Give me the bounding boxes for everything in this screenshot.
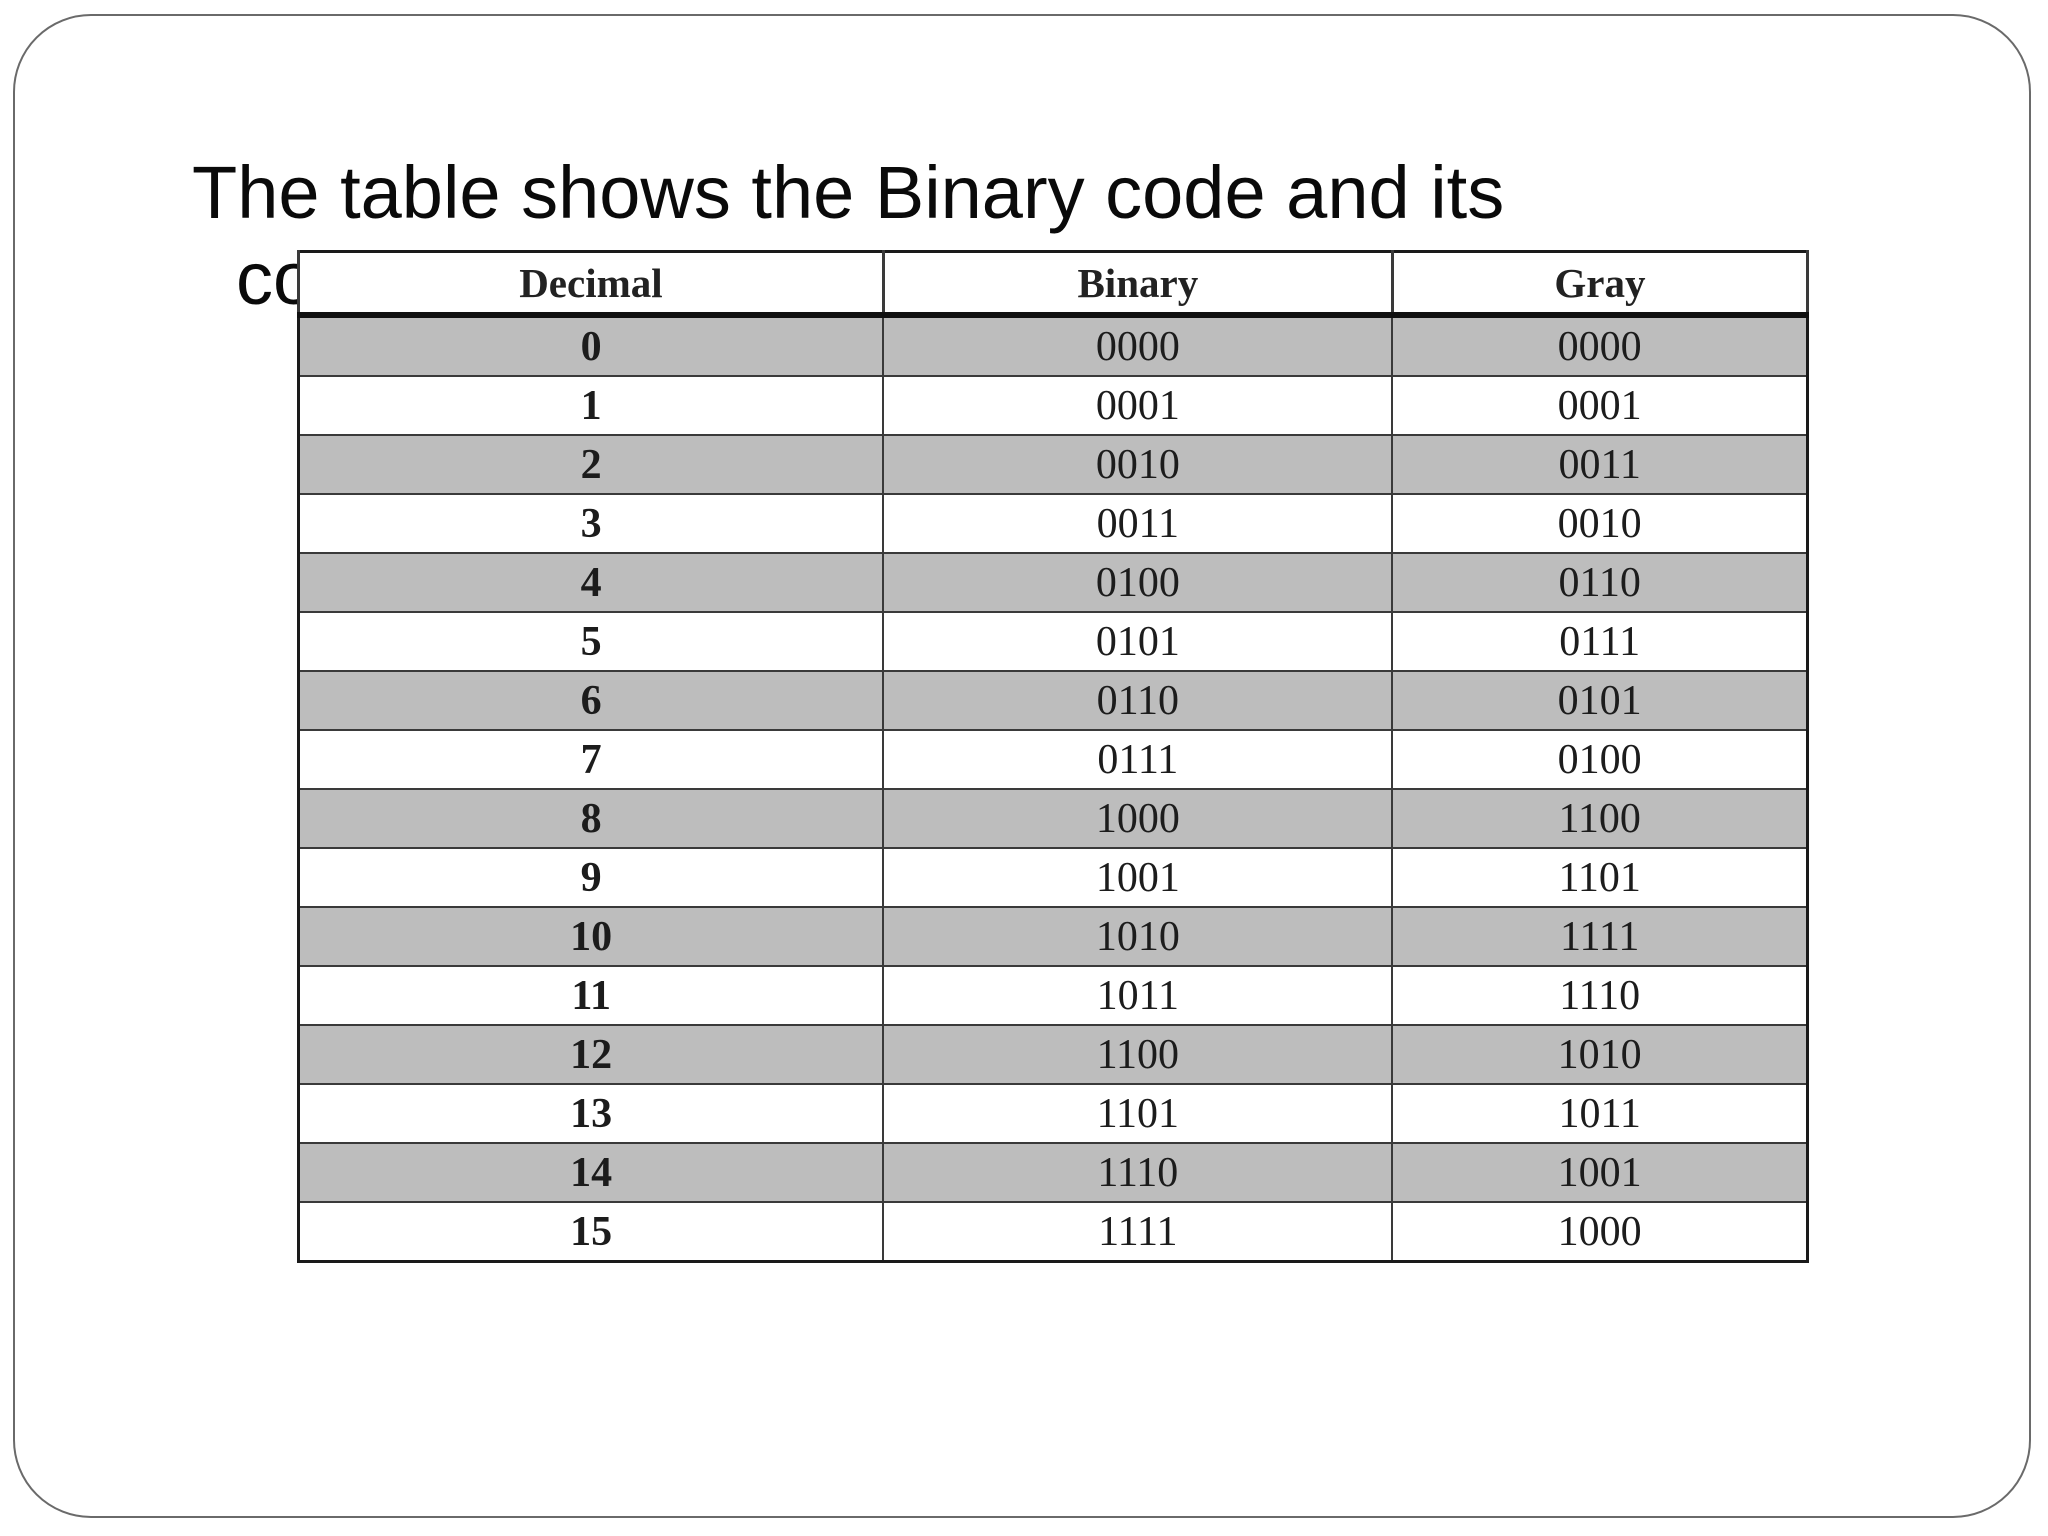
cell-binary: 1111 <box>882 1201 1394 1263</box>
cell-decimal: 5 <box>297 611 885 672</box>
cell-binary: 0010 <box>882 434 1394 495</box>
cell-gray: 1001 <box>1391 1142 1809 1203</box>
cell-binary: 1001 <box>882 847 1394 908</box>
table-row: 1 0001 0001 <box>297 375 1809 436</box>
cell-gray: 0001 <box>1391 375 1809 436</box>
table-header-row: Decimal Binary Gray <box>297 251 1810 318</box>
table-row: 5 0101 0111 <box>297 611 1809 672</box>
cell-binary: 0100 <box>882 552 1394 613</box>
cell-decimal: 0 <box>297 314 885 377</box>
table-row: 11 1011 1110 <box>297 965 1809 1026</box>
cell-gray: 1101 <box>1391 847 1809 908</box>
cell-binary: 1000 <box>882 788 1394 849</box>
cell-decimal: 13 <box>297 1083 885 1144</box>
cell-decimal: 9 <box>297 847 885 908</box>
cell-gray: 0011 <box>1391 434 1809 495</box>
cell-decimal: 10 <box>297 906 885 967</box>
binary-gray-table: Decimal Binary Gray 0 0000 0000 1 0001 0001 2 0… <box>297 250 1810 1263</box>
cell-binary: 1011 <box>882 965 1394 1026</box>
cell-binary: 0001 <box>882 375 1394 436</box>
cell-gray: 0010 <box>1391 493 1809 554</box>
cell-binary: 0111 <box>882 729 1394 790</box>
table-row: 2 0010 0011 <box>297 434 1809 495</box>
table-body: 0 0000 0000 1 0001 0001 2 0010 0011 3 0011 0010 4 010… <box>297 314 1809 1263</box>
cell-decimal: 8 <box>297 788 885 849</box>
cell-binary: 1010 <box>882 906 1394 967</box>
cell-decimal: 4 <box>297 552 885 613</box>
cell-binary: 1100 <box>882 1024 1394 1085</box>
cell-decimal: 2 <box>297 434 885 495</box>
cell-binary: 1110 <box>882 1142 1394 1203</box>
cell-gray: 1000 <box>1391 1201 1809 1263</box>
table-row: 4 0100 0110 <box>297 552 1809 613</box>
cell-gray: 0101 <box>1391 670 1809 731</box>
cell-gray: 1111 <box>1391 906 1809 967</box>
cell-binary: 0000 <box>882 314 1394 377</box>
table-row: 3 0011 0010 <box>297 493 1809 554</box>
table-row: 15 1111 1000 <box>297 1201 1809 1263</box>
cell-gray: 1011 <box>1391 1083 1809 1144</box>
table-row: 10 1010 1111 <box>297 906 1809 967</box>
cell-decimal: 1 <box>297 375 885 436</box>
table-row: 0 0000 0000 <box>297 314 1809 377</box>
cell-binary: 0110 <box>882 670 1394 731</box>
cell-decimal: 15 <box>297 1201 885 1263</box>
cell-decimal: 7 <box>297 729 885 790</box>
table-row: 14 1110 1001 <box>297 1142 1809 1203</box>
cell-gray: 1100 <box>1391 788 1809 849</box>
cell-decimal: 11 <box>297 965 885 1026</box>
slide-text-line-1: The table shows the Binary code and its <box>192 151 1505 234</box>
cell-binary: 1101 <box>882 1083 1394 1144</box>
cell-gray: 0000 <box>1391 314 1809 377</box>
cell-gray: 0100 <box>1391 729 1809 790</box>
table-row: 13 1101 1011 <box>297 1083 1809 1144</box>
cell-gray: 1010 <box>1391 1024 1809 1085</box>
cell-binary: 0101 <box>882 611 1394 672</box>
header-gray: Gray <box>1390 251 1810 318</box>
table-row: 12 1100 1010 <box>297 1024 1809 1085</box>
table-row: 6 0110 0101 <box>297 670 1809 731</box>
table-row: 9 1001 1101 <box>297 847 1809 908</box>
table-row: 8 1000 1100 <box>297 788 1809 849</box>
header-decimal: Decimal <box>297 251 885 318</box>
cell-gray: 1110 <box>1391 965 1809 1026</box>
cell-decimal: 12 <box>297 1024 885 1085</box>
cell-gray: 0110 <box>1391 552 1809 613</box>
cell-binary: 0011 <box>882 493 1394 554</box>
cell-decimal: 3 <box>297 493 885 554</box>
cell-gray: 0111 <box>1391 611 1809 672</box>
header-binary: Binary <box>881 251 1394 318</box>
table-row: 7 0111 0100 <box>297 729 1809 790</box>
cell-decimal: 6 <box>297 670 885 731</box>
cell-decimal: 14 <box>297 1142 885 1203</box>
